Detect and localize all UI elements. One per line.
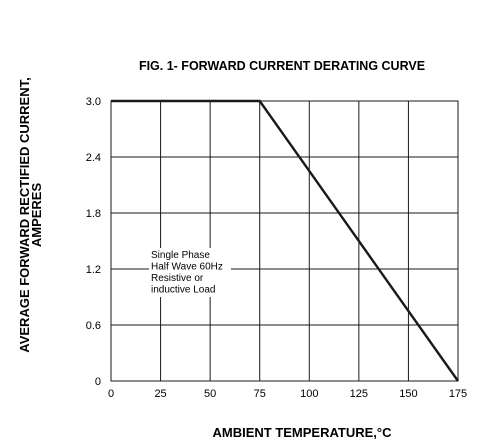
x-tick-label: 100 [300,388,318,400]
x-tick-label: 75 [254,388,266,400]
y-tick-labels: 0 0.6 1.2 1.8 2.4 3.0 [86,96,101,388]
y-tick-label: 3.0 [86,96,101,108]
note-line: Resistive or [151,273,204,284]
note-line: Half Wave 60Hz [151,262,223,273]
x-tick-labels: 0 25 50 75 100 125 150 175 [108,388,467,400]
y-tick-label: 0 [95,376,101,388]
x-tick-label: 50 [204,388,216,400]
x-tick-label: 150 [399,388,417,400]
grid [111,101,458,381]
x-tick-label: 175 [449,388,467,400]
x-tick-label: 25 [154,388,166,400]
chart-title: FIG. 1- FORWARD CURRENT DERATING CURVE [139,59,425,73]
note-line: inductive Load [151,285,216,296]
note-background [149,248,231,297]
x-tick-label: 0 [108,388,114,400]
y-axis-label: AVERAGE FORWARD RECTIFIED CURRENT, AMPER… [17,77,44,352]
x-tick-label: 125 [350,388,368,400]
y-tick-label: 2.4 [86,152,101,164]
plot-frame [110,100,459,382]
derating-curve [111,99,459,382]
y-tick-label: 0.6 [86,320,101,332]
y-axis-label-line1: AVERAGE FORWARD RECTIFIED CURRENT, [17,77,32,352]
y-axis-label-line2: AMPERES [29,183,44,248]
y-tick-label: 1.8 [86,208,101,220]
note-line: Single Phase [151,250,210,261]
x-axis-label: AMBIENT TEMPERATURE,°C [212,425,392,440]
y-tick-label: 1.2 [86,264,101,276]
